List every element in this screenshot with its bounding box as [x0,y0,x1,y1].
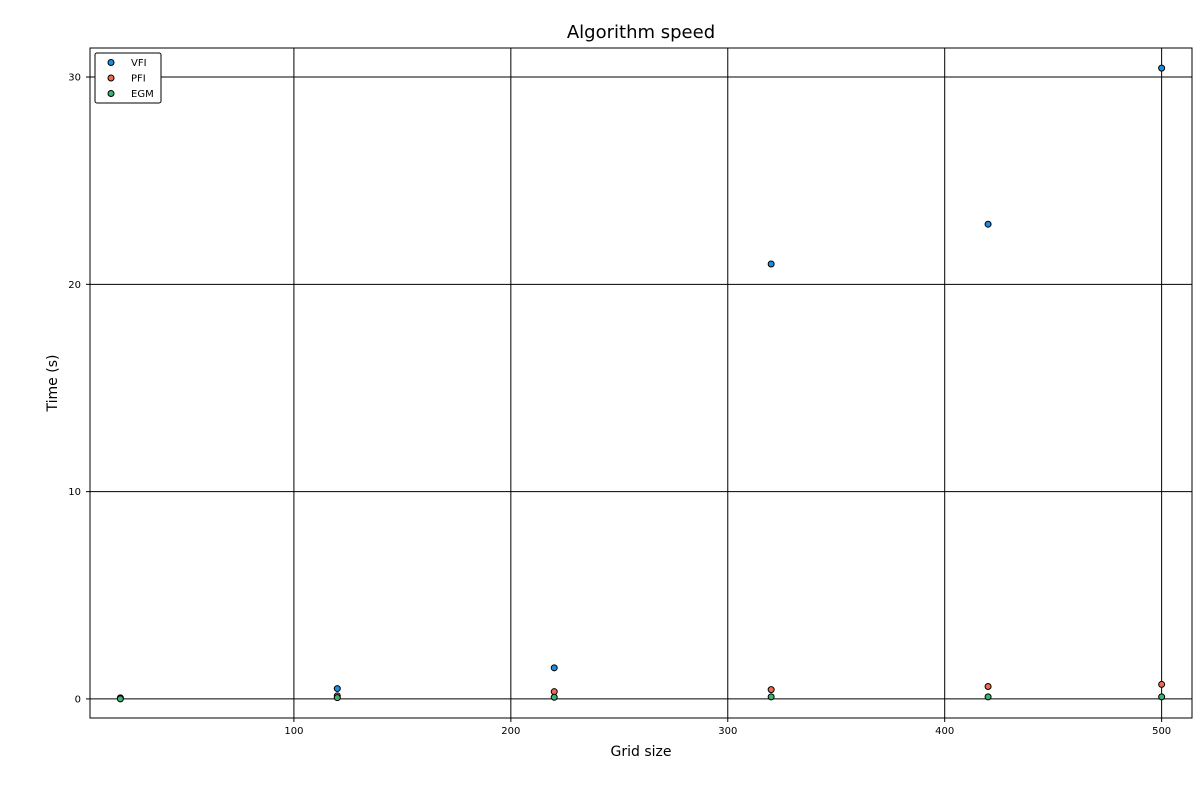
egm-data-point [333,694,341,702]
data-points [116,64,1166,703]
y-tick-label: 0 [75,694,81,705]
axis-ticks: 100 200 300 400 500 0 10 20 30 [68,73,1171,737]
y-tick-label: 10 [68,487,81,498]
legend-marker-vfi [107,59,115,66]
x-axis-label: Grid size [611,744,672,760]
egm-data-point [550,693,558,701]
series-egm [116,693,1166,703]
egm-data-point [984,693,992,701]
legend-marker-pfi [107,74,115,82]
vfi-data-point [333,685,341,693]
x-tick-label: 400 [935,726,954,737]
vfi-data-point [767,260,775,268]
plot-background [90,48,1192,718]
axes-frame [89,47,1193,719]
grid-lines [90,48,1192,718]
pfi-data-point [984,682,992,690]
y-tick-label: 20 [68,280,81,291]
axes-border [89,47,1193,719]
x-tick-label: 100 [284,726,303,737]
x-tick-label: 200 [501,726,520,737]
egm-data-point [116,695,124,703]
legend-marker-egm [107,90,115,97]
legend-label-vfi: VFI [131,58,147,69]
chart-title: Algorithm speed [567,22,715,43]
vfi-data-point [1158,64,1166,72]
y-tick-label: 30 [68,73,81,84]
vfi-data-point [984,220,992,228]
pfi-data-point [767,686,775,694]
legend: VFI PFI EGM [94,52,162,104]
egm-data-point [767,693,775,701]
pfi-data-point [1158,680,1166,688]
egm-data-point [1158,693,1166,701]
plot-area [90,48,1192,718]
vfi-data-point [550,664,558,672]
legend-label-egm: EGM [131,89,154,100]
x-tick-label: 500 [1152,726,1171,737]
y-axis-label: Time (s) [45,355,61,413]
legend-label-pfi: PFI [131,74,146,85]
x-tick-label: 300 [718,726,737,737]
